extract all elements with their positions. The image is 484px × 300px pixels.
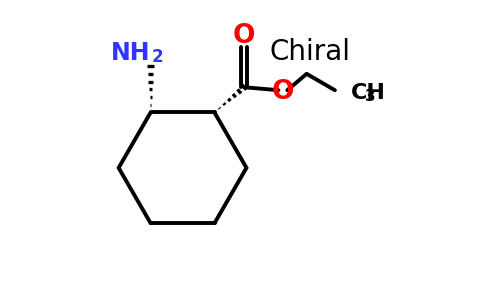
Text: O: O bbox=[233, 23, 256, 49]
Text: 3: 3 bbox=[364, 88, 375, 104]
Text: CH: CH bbox=[351, 82, 386, 103]
Text: NH: NH bbox=[111, 41, 151, 65]
Text: Chiral: Chiral bbox=[270, 38, 351, 66]
Text: 2: 2 bbox=[152, 48, 164, 66]
Text: O: O bbox=[272, 79, 294, 105]
